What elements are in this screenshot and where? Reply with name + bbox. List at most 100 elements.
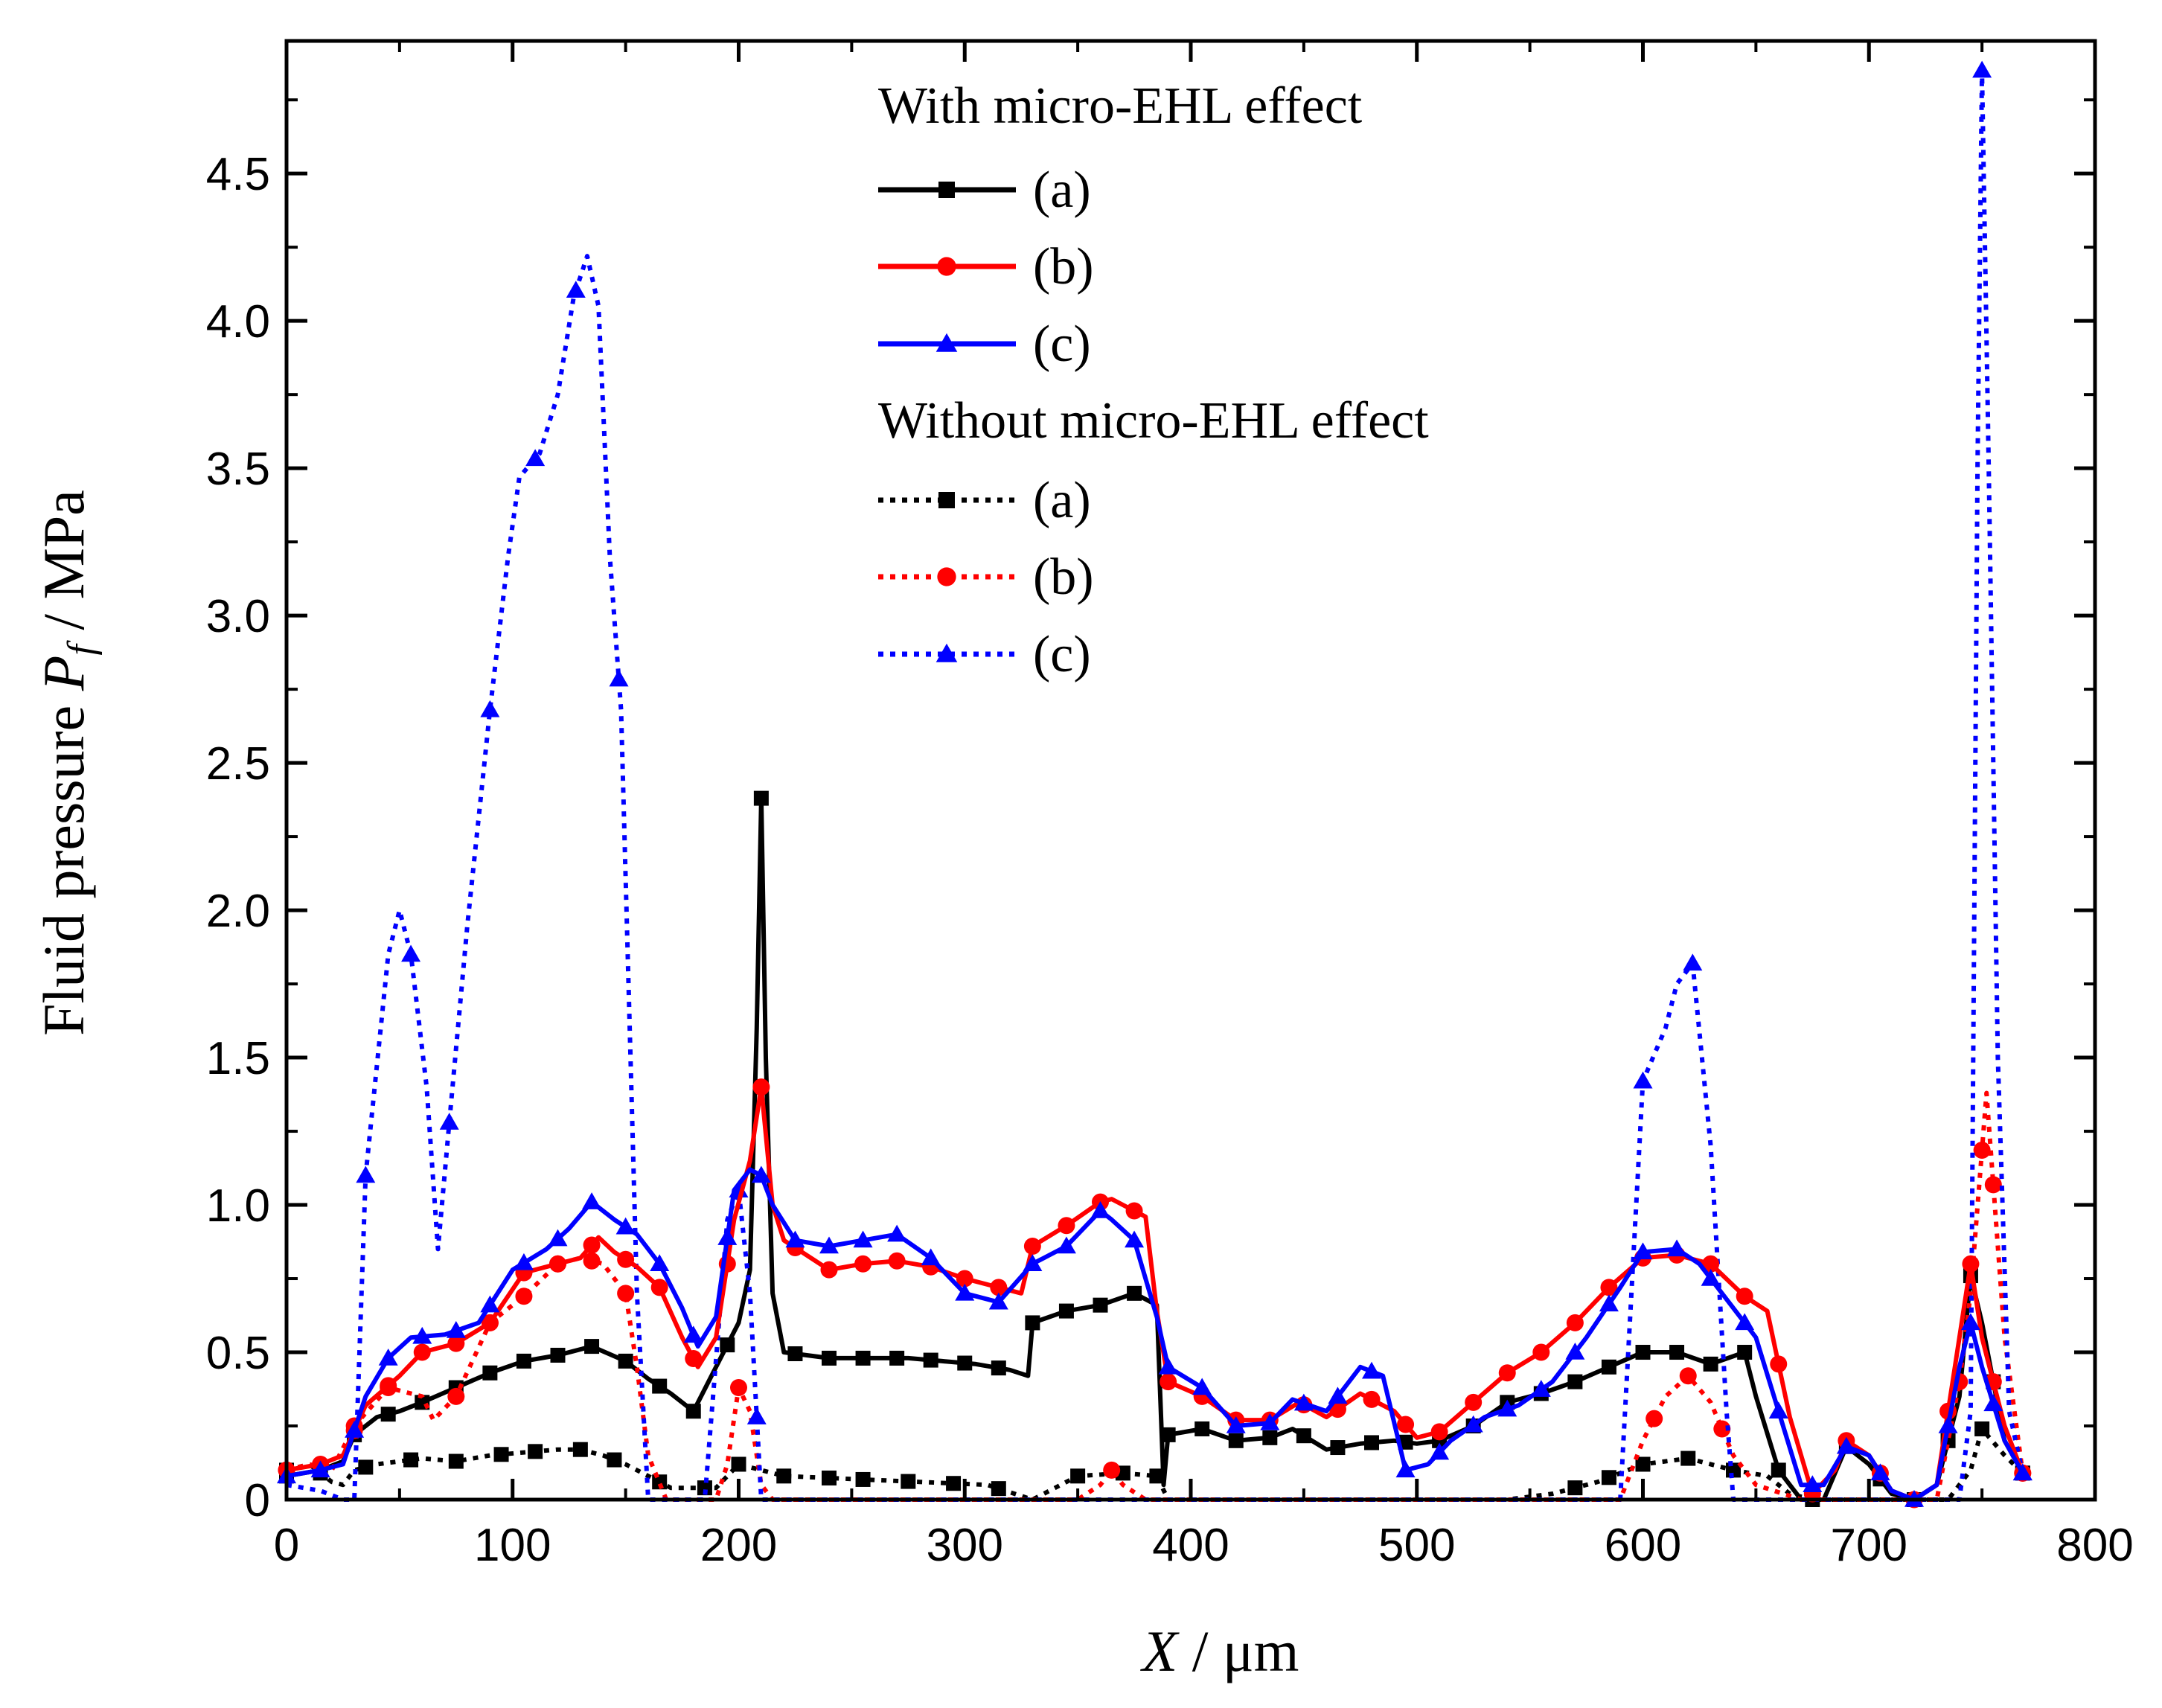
ticks-layer: 0 100 200 300 400 500 600 700 800 0 0.5 1.0 1.5 2.0 2.… [206, 41, 2134, 1571]
series-0-point-14 [753, 790, 769, 806]
y-tick-label-5: 2.5 [206, 738, 270, 790]
series-2-point-27 [1192, 1378, 1212, 1395]
legend-without-c-label: (c) [1033, 626, 1091, 683]
series-line-1 [286, 1084, 2025, 1502]
series-2-point-8 [548, 1229, 568, 1247]
series-0-point-29 [1262, 1430, 1278, 1445]
series-2-point-32 [1362, 1361, 1381, 1379]
series-2-point-23 [1056, 1236, 1076, 1254]
series-0-point-7 [516, 1353, 531, 1369]
y-axis-unit: / MPa [31, 490, 96, 645]
series-0 [279, 790, 2030, 1507]
series-line-5 [286, 68, 2025, 1502]
series-1-point-5 [447, 1334, 465, 1352]
series-2-point-25 [1125, 1230, 1145, 1248]
series-2-point-30 [1293, 1393, 1314, 1411]
series-1-point-14 [752, 1078, 770, 1096]
series-2-point-7 [514, 1253, 534, 1270]
series-2-point-11 [650, 1254, 670, 1271]
series-2-point-46 [1836, 1436, 1856, 1454]
legend-marker-4 [937, 567, 956, 586]
series-0-point-15 [787, 1346, 803, 1361]
legend-samples [878, 182, 1016, 662]
series-1-point-16 [820, 1261, 838, 1279]
series-3-point-17 [991, 1481, 1006, 1497]
series-0-point-20 [957, 1355, 973, 1371]
series-0-point-41 [1669, 1345, 1685, 1360]
series-line-3 [286, 1427, 2024, 1502]
series-3-point-4 [448, 1453, 464, 1469]
series-5-point-3 [480, 700, 500, 717]
y-tick-label-0: 0 [245, 1475, 270, 1526]
series-3-point-6 [528, 1444, 543, 1459]
series-2-point-51 [1983, 1394, 2003, 1412]
series-2-point-3 [378, 1348, 398, 1366]
series-1-point-23 [1058, 1217, 1075, 1235]
x-tick-label-4: 400 [1152, 1520, 1229, 1571]
series-0-point-27 [1194, 1421, 1210, 1436]
series-2-point-37 [1531, 1380, 1551, 1397]
series-2-point-18 [887, 1224, 907, 1242]
series-1-point-34 [1430, 1423, 1448, 1441]
series-5-point-6 [609, 669, 629, 687]
series-4-point-7 [583, 1252, 601, 1270]
y-tick-label-8: 4.0 [206, 296, 270, 348]
series-2-point-9 [582, 1192, 602, 1209]
series-2-point-43 [1735, 1313, 1755, 1331]
series-2-point-42 [1701, 1269, 1721, 1286]
series-1-point-4 [413, 1343, 431, 1361]
series-2-point-17 [853, 1230, 873, 1248]
series-0-point-28 [1228, 1433, 1244, 1448]
series-5-point-9 [1633, 1071, 1653, 1089]
series-1-point-25 [1125, 1202, 1143, 1220]
series-layer [277, 60, 2033, 1509]
series-2-point-10 [615, 1217, 636, 1235]
series-2-point-28 [1226, 1416, 1246, 1433]
series-1-point-39 [1600, 1279, 1618, 1296]
y-tick-label-4: 2.0 [206, 886, 270, 937]
series-2-point-29 [1260, 1413, 1280, 1430]
series-5-point-10 [1683, 953, 1703, 971]
legend-marker-5 [936, 643, 958, 662]
series-4-point-11 [1646, 1410, 1663, 1427]
series-1-point-17 [854, 1255, 872, 1273]
y-tick-label-6: 3.0 [206, 591, 270, 642]
series-3-point-9 [652, 1474, 668, 1490]
legend-with-a-label: (a) [1033, 161, 1091, 219]
series-3-point-7 [572, 1442, 588, 1457]
series-0-point-9 [584, 1339, 600, 1354]
series-4-point-3 [447, 1387, 465, 1405]
legend-group-with-title: With micro-EHL effect [878, 77, 1363, 135]
series-3-point-18 [1070, 1468, 1086, 1484]
legend-with-b-label: (b) [1033, 238, 1094, 295]
series-3-point-21 [1567, 1480, 1583, 1496]
series-4-point-13 [1713, 1420, 1731, 1438]
series-0-point-42 [1703, 1356, 1718, 1372]
series-0-point-19 [923, 1352, 938, 1368]
series-3 [279, 1421, 2030, 1502]
series-1-point-6 [481, 1314, 499, 1331]
series-3-point-5 [493, 1447, 509, 1462]
series-2-point-21 [988, 1292, 1008, 1310]
series-1-point-37 [1532, 1343, 1550, 1361]
x-tick-label-2: 200 [700, 1520, 777, 1571]
series-1-point-8 [549, 1255, 566, 1273]
series-2-point-6 [480, 1295, 500, 1313]
series-0-point-6 [482, 1365, 498, 1381]
series-2-point-2 [345, 1420, 365, 1438]
series-4-point-5 [515, 1288, 533, 1305]
y-tick-label-9: 4.5 [206, 149, 270, 200]
legend-marker-2 [936, 333, 958, 352]
series-5-point-1 [401, 944, 421, 962]
x-tick-label-3: 300 [927, 1520, 1003, 1571]
x-axis-title: X / μm [1140, 1619, 1299, 1683]
series-3-point-2 [358, 1459, 374, 1475]
y-tick-label-3: 1.5 [206, 1033, 270, 1084]
series-2-point-49 [1938, 1416, 1958, 1433]
series-0-point-31 [1330, 1440, 1346, 1456]
series-2-point-44 [1768, 1401, 1788, 1418]
series-2-point-4 [412, 1326, 432, 1344]
series-3-point-20 [1149, 1468, 1165, 1484]
series-0-point-26 [1160, 1427, 1176, 1442]
series-1-point-38 [1566, 1314, 1584, 1331]
